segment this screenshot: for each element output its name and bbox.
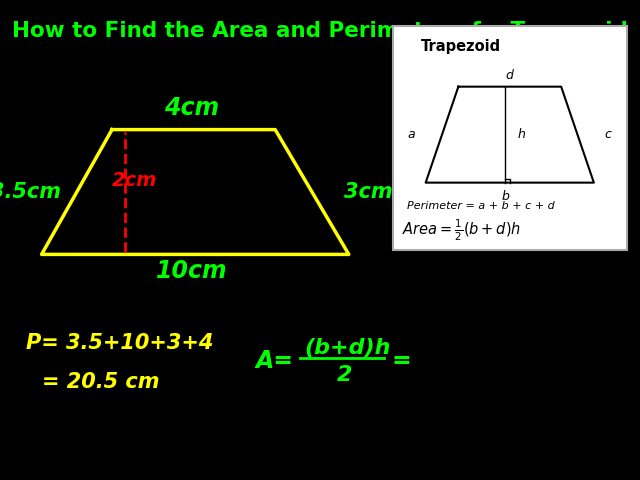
Text: 4cm: 4cm <box>164 96 220 120</box>
Text: a: a <box>408 128 415 141</box>
Text: =: = <box>392 349 412 373</box>
Text: 10cm: 10cm <box>156 259 228 283</box>
Text: $\mathit{Area} = \frac{1}{2}(b+d)h$: $\mathit{Area} = \frac{1}{2}(b+d)h$ <box>403 218 522 243</box>
Text: 3.5cm: 3.5cm <box>0 182 61 202</box>
Text: 3cm: 3cm <box>344 182 392 202</box>
Text: How to Find the Area and Perimeter of a Trapezoid: How to Find the Area and Perimeter of a … <box>12 21 628 41</box>
Text: A=: A= <box>256 349 294 373</box>
Text: Perimeter = a + b + c + d: Perimeter = a + b + c + d <box>407 201 555 211</box>
Text: d: d <box>506 69 514 82</box>
Bar <box>393 26 627 250</box>
Text: 2: 2 <box>337 365 353 385</box>
Text: c: c <box>604 128 611 141</box>
Text: Trapezoid: Trapezoid <box>421 39 501 54</box>
Text: = 20.5 cm: = 20.5 cm <box>42 372 159 392</box>
Text: P= 3.5+10+3+4: P= 3.5+10+3+4 <box>26 333 213 353</box>
Text: 2cm: 2cm <box>111 170 157 190</box>
Text: b: b <box>501 190 509 203</box>
Text: h: h <box>518 128 525 141</box>
Text: (b+d)h: (b+d)h <box>304 338 390 358</box>
